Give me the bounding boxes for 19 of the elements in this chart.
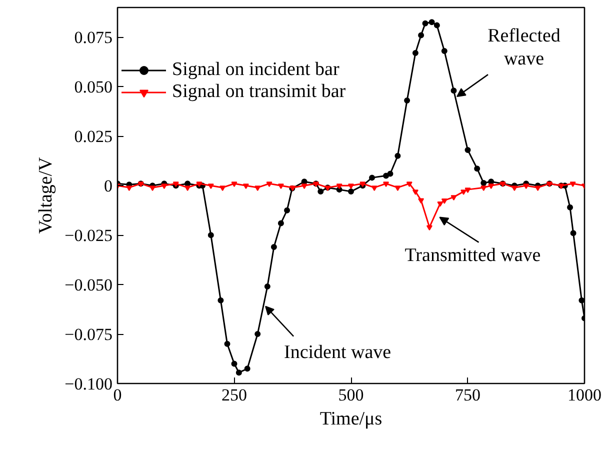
x-tick-label: 500 xyxy=(338,386,364,404)
y-tick-label: 0.075 xyxy=(74,28,112,48)
x-tick-label: 750 xyxy=(455,386,480,404)
y-tick-label: −0.100 xyxy=(64,374,113,394)
x-tick-label: 1000 xyxy=(568,386,602,404)
y-tick-label: −0.050 xyxy=(64,276,113,295)
annotation: Incident wave xyxy=(284,342,392,363)
x-tick-label: 250 xyxy=(222,386,247,404)
y-tick-label: 0.050 xyxy=(74,78,112,97)
annotation: Transmitted wave xyxy=(404,244,541,266)
y-tick-label: −0.025 xyxy=(64,226,113,246)
y-tick-label: 0 xyxy=(104,176,112,196)
y-tick-label: 0.025 xyxy=(74,127,112,146)
legend-label: Signal on transimit bar xyxy=(172,81,346,103)
annotation: Reflected wave xyxy=(488,26,561,70)
legend-label: Signal on incident bar xyxy=(172,59,340,81)
y-axis-title: Voltage/V xyxy=(36,156,57,234)
x-axis-title: Time/μs xyxy=(320,408,382,430)
y-tick-label: −0.075 xyxy=(64,325,113,344)
